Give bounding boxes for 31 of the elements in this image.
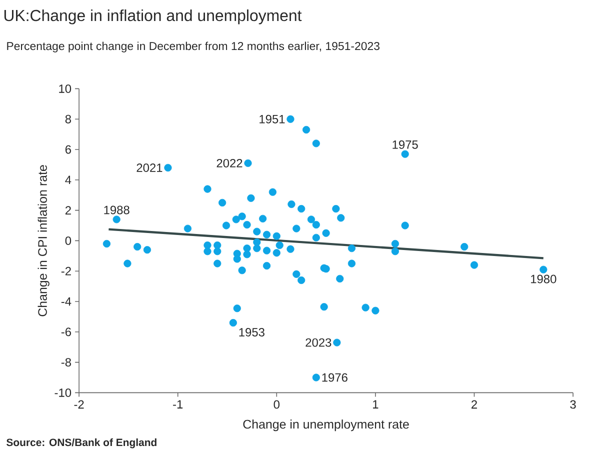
- y-tick-label: -2: [61, 266, 71, 276]
- y-tick-label: -8: [61, 358, 72, 367]
- annotation: 1980: [531, 274, 556, 284]
- annotation: 1976: [322, 373, 348, 382]
- x-tick-label: 3: [570, 400, 576, 409]
- annotation: 1988: [104, 206, 130, 214]
- x-tick-label: -1: [173, 400, 183, 408]
- chart-subtitle: Percentage point change in December from 12 months earlier, 1951-2023: [7, 42, 380, 52]
- y-tick-label: 0: [65, 236, 72, 245]
- y-axis-title: Change in CPI inflation rate: [38, 165, 50, 316]
- annotation: 2021: [136, 164, 162, 172]
- y-tick-label: 2: [65, 206, 71, 214]
- annotation: 1953: [239, 328, 264, 336]
- y-tick-label: 6: [65, 145, 72, 154]
- x-tick-label: 0: [274, 400, 280, 409]
- source-note: Source: ONS/Bank of England: [6, 438, 156, 448]
- y-tick-label: -10: [54, 388, 72, 397]
- x-tick-label: 2: [472, 400, 477, 409]
- x-axis-title: Change in unemployment rate: [243, 420, 409, 432]
- y-tick-label: 8: [65, 114, 72, 124]
- y-tick-label: 10: [59, 84, 72, 93]
- y-tick-label: -6: [61, 328, 72, 336]
- annotation: 1951: [260, 114, 285, 124]
- x-tick-label: -2: [74, 400, 84, 409]
- y-tick-label: -4: [61, 297, 72, 306]
- annotation: 2023: [306, 338, 332, 347]
- annotation: 1975: [392, 140, 418, 149]
- x-tick-label: 1: [373, 400, 378, 408]
- annotation: 2022: [216, 158, 242, 168]
- y-tick-label: 4: [65, 176, 72, 184]
- chart-title: UK:Change in inflation and unemployment: [4, 9, 302, 24]
